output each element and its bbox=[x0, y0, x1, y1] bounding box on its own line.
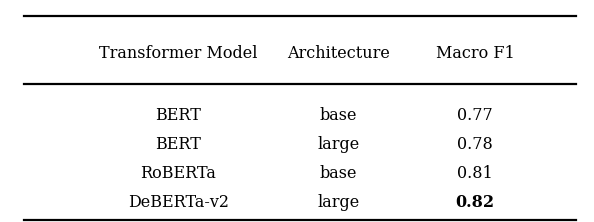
Text: 0.78: 0.78 bbox=[457, 136, 493, 153]
Text: 0.77: 0.77 bbox=[457, 107, 493, 124]
Text: Transformer Model: Transformer Model bbox=[99, 45, 257, 62]
Text: Macro F1: Macro F1 bbox=[436, 45, 514, 62]
Text: large: large bbox=[317, 194, 360, 210]
Text: BERT: BERT bbox=[155, 107, 201, 124]
Text: 0.81: 0.81 bbox=[457, 165, 493, 182]
Text: base: base bbox=[320, 107, 358, 124]
Text: base: base bbox=[320, 165, 358, 182]
Text: BERT: BERT bbox=[155, 136, 201, 153]
Text: RoBERTa: RoBERTa bbox=[140, 165, 216, 182]
Text: Architecture: Architecture bbox=[287, 45, 390, 62]
Text: 0.82: 0.82 bbox=[456, 194, 495, 210]
Text: DeBERTa-v2: DeBERTa-v2 bbox=[128, 194, 229, 210]
Text: large: large bbox=[317, 136, 360, 153]
